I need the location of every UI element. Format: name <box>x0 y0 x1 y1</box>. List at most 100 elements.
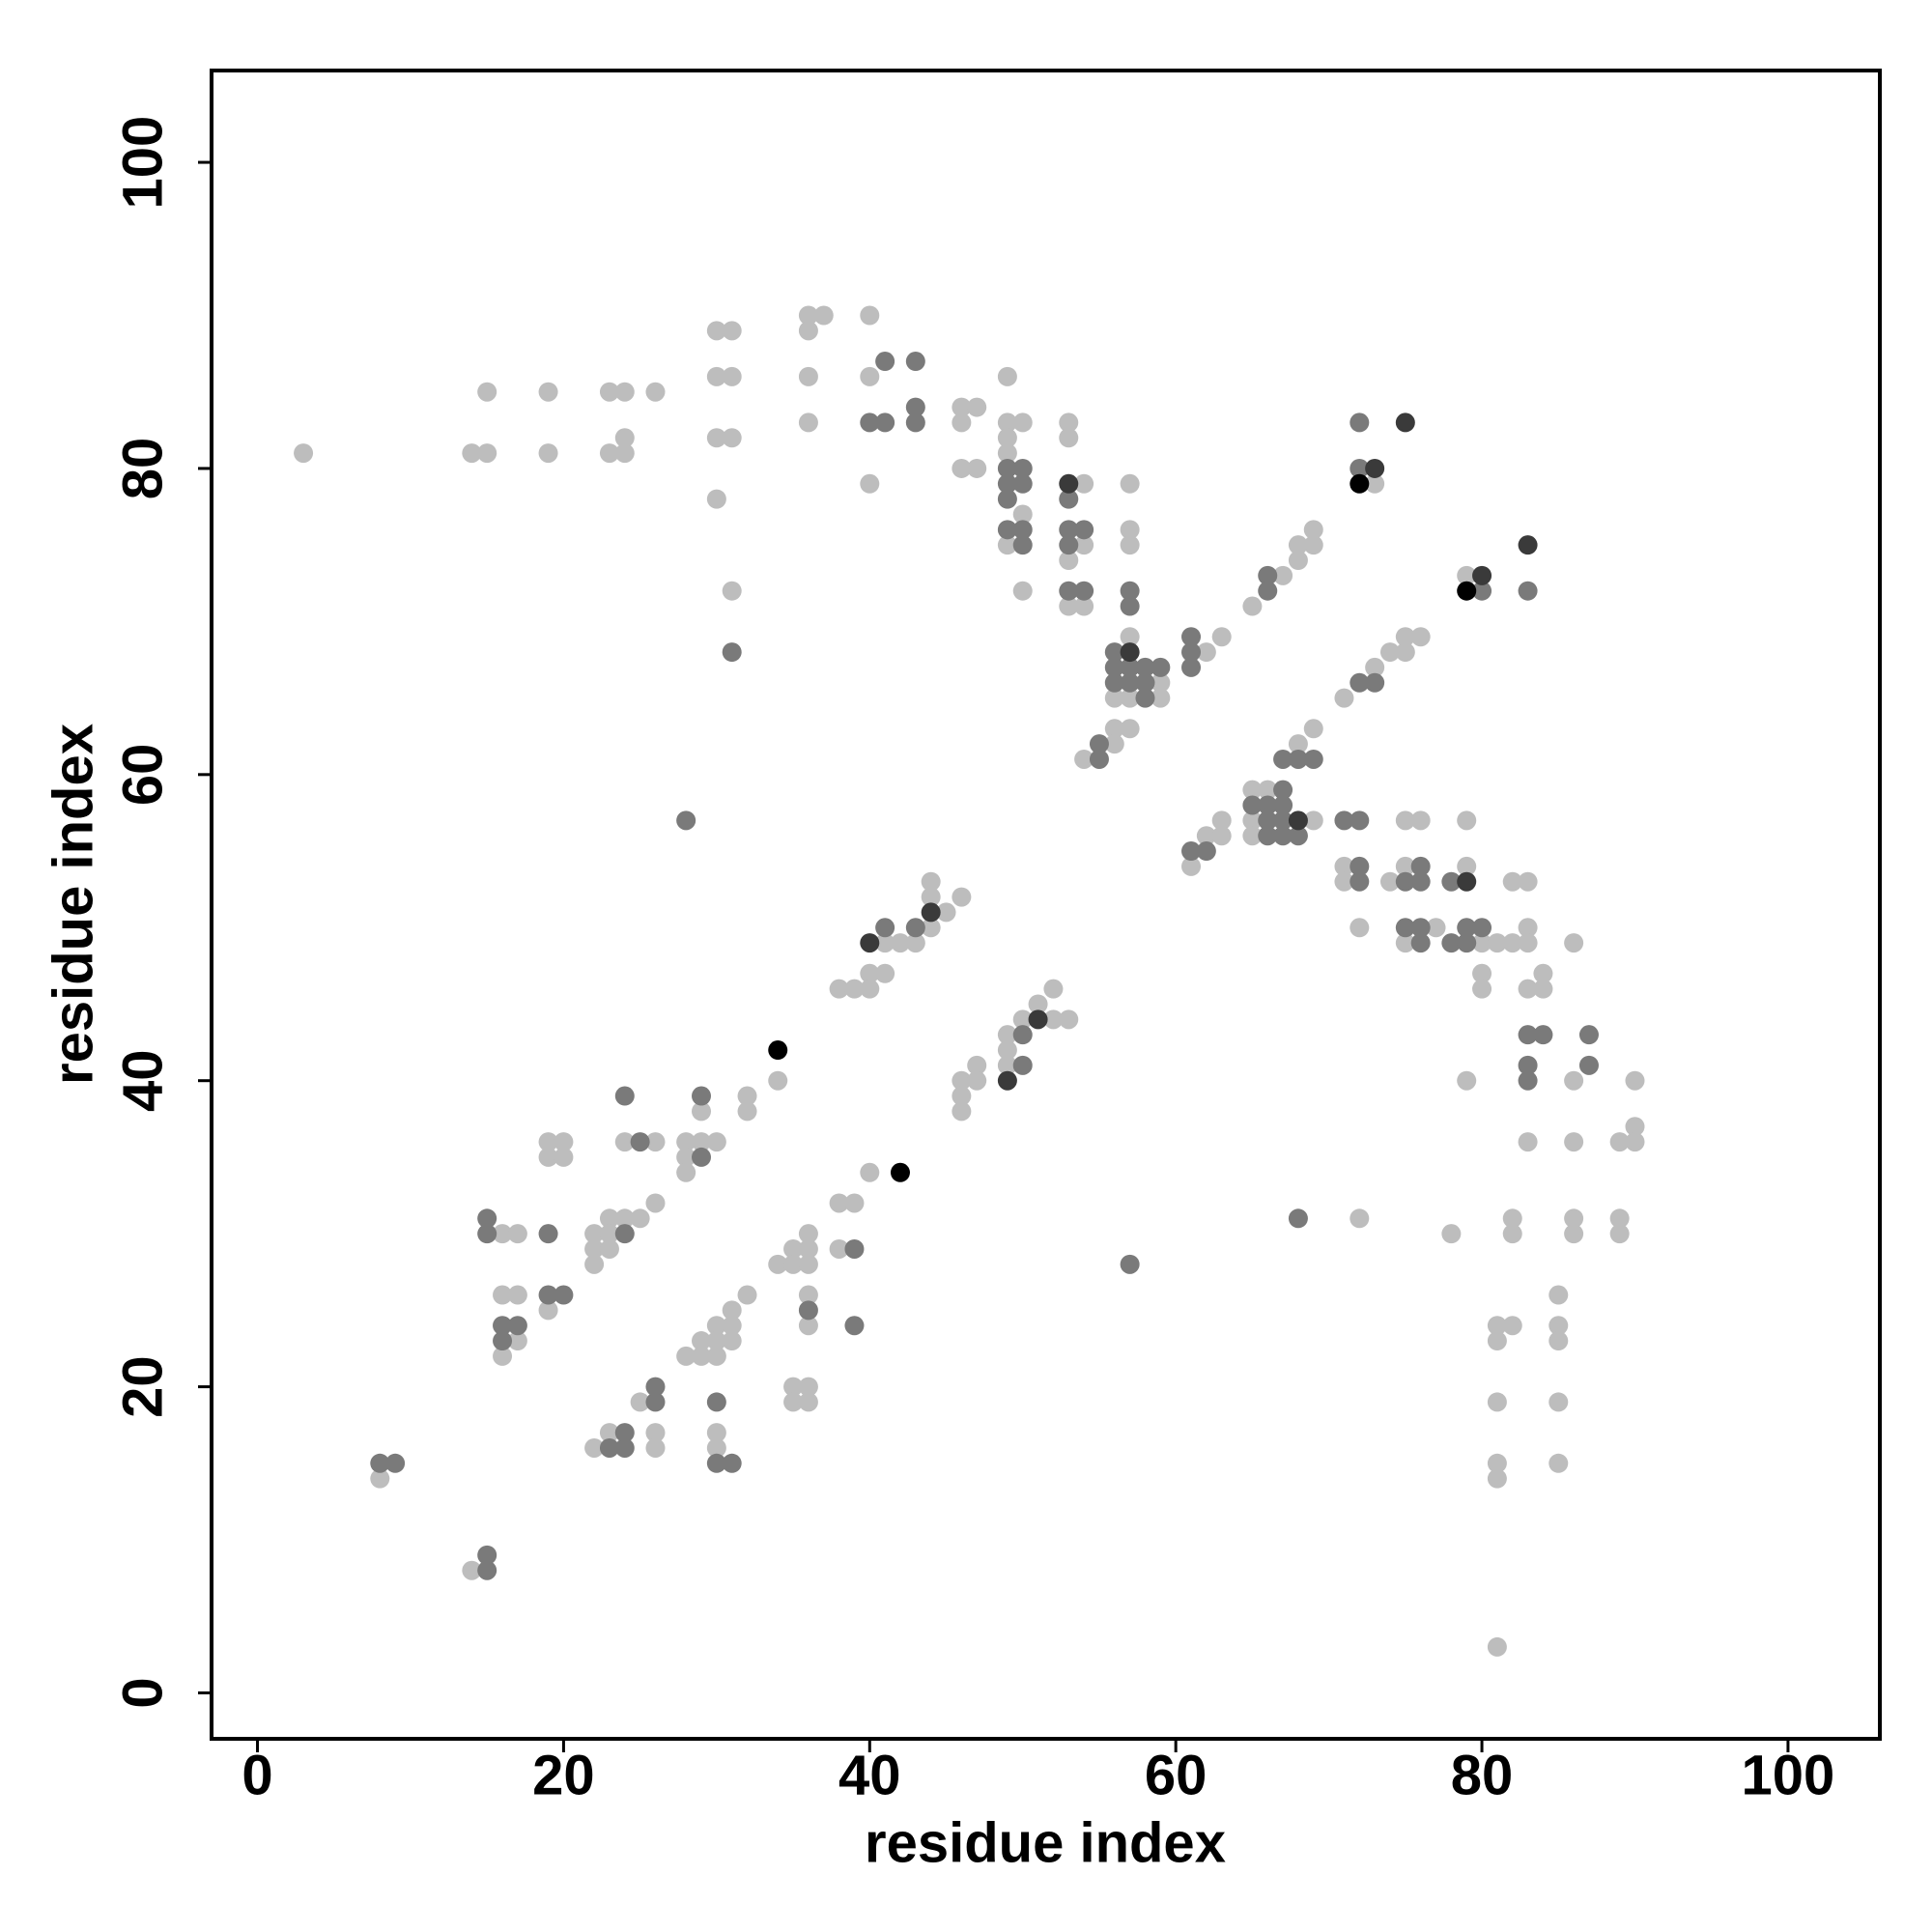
point <box>1028 994 1048 1014</box>
point <box>507 1224 527 1244</box>
point <box>706 489 726 509</box>
point <box>1395 412 1415 433</box>
point <box>936 902 956 923</box>
point <box>1059 1009 1079 1030</box>
point <box>1059 428 1079 448</box>
point <box>692 1101 712 1122</box>
point <box>1120 657 1140 677</box>
point <box>1120 581 1140 601</box>
point <box>1410 856 1431 876</box>
point <box>1502 871 1522 892</box>
point <box>1533 1025 1553 1045</box>
point <box>875 963 895 983</box>
point <box>1441 871 1462 892</box>
point <box>1059 473 1079 494</box>
point <box>584 1224 605 1244</box>
point <box>1487 1468 1507 1489</box>
point <box>1258 810 1278 831</box>
point <box>1258 565 1278 585</box>
point <box>997 1025 1017 1045</box>
point <box>645 1377 666 1397</box>
point <box>1273 749 1293 769</box>
point <box>1379 871 1400 892</box>
point <box>554 1147 574 1167</box>
point <box>614 1437 635 1458</box>
point <box>1012 581 1033 601</box>
point <box>1273 780 1293 800</box>
point <box>584 1254 605 1274</box>
point <box>645 1392 666 1412</box>
point <box>1242 810 1263 831</box>
point <box>645 1423 666 1443</box>
point <box>1288 749 1308 769</box>
point <box>860 305 880 326</box>
point <box>1120 596 1140 616</box>
point <box>1334 810 1354 831</box>
point <box>1303 810 1323 831</box>
point <box>1365 672 1385 693</box>
point <box>798 1238 818 1259</box>
point <box>1518 1055 1538 1075</box>
point <box>875 412 895 433</box>
point <box>1151 688 1171 708</box>
point <box>1472 565 1492 585</box>
point <box>1350 458 1370 478</box>
point <box>783 1238 804 1259</box>
point <box>1457 918 1477 938</box>
y-tick-label: 100 <box>111 116 174 210</box>
point <box>798 366 818 386</box>
y-tick-label: 40 <box>111 1049 174 1112</box>
point <box>1487 1331 1507 1351</box>
point <box>630 1132 650 1152</box>
point <box>692 1132 712 1152</box>
point <box>599 1423 619 1443</box>
point <box>1273 826 1293 846</box>
point <box>1151 672 1171 693</box>
point <box>829 979 849 999</box>
point <box>1074 596 1094 616</box>
point <box>614 382 635 402</box>
point <box>370 1453 390 1473</box>
point <box>554 1132 574 1152</box>
point <box>1533 963 1553 983</box>
point <box>538 382 558 402</box>
point <box>722 428 742 448</box>
point <box>1609 1208 1630 1229</box>
point <box>676 1147 696 1167</box>
point <box>493 1285 513 1305</box>
point <box>1104 688 1124 708</box>
point <box>1334 856 1354 876</box>
point <box>1350 918 1370 938</box>
point <box>676 810 696 831</box>
point <box>860 979 880 999</box>
point <box>1089 734 1109 754</box>
point <box>997 443 1017 464</box>
point <box>997 428 1017 448</box>
point <box>844 1238 865 1259</box>
point <box>997 1070 1017 1091</box>
point <box>860 412 880 433</box>
point <box>706 1392 726 1412</box>
point <box>783 1377 804 1397</box>
point <box>706 1346 726 1366</box>
point <box>1151 657 1171 677</box>
point <box>706 1331 726 1351</box>
point <box>1395 918 1415 938</box>
point <box>1196 642 1216 663</box>
point <box>1273 795 1293 815</box>
point <box>1502 1208 1522 1229</box>
point <box>722 366 742 386</box>
point <box>584 1238 605 1259</box>
point <box>692 1086 712 1106</box>
point <box>1258 780 1278 800</box>
point <box>798 321 818 341</box>
point <box>1059 535 1079 555</box>
point <box>477 1545 497 1565</box>
point <box>462 1560 482 1580</box>
point <box>1074 520 1094 540</box>
point <box>477 443 497 464</box>
point <box>1609 1224 1630 1244</box>
point <box>1379 642 1400 663</box>
point <box>1181 657 1202 677</box>
point <box>1426 918 1446 938</box>
